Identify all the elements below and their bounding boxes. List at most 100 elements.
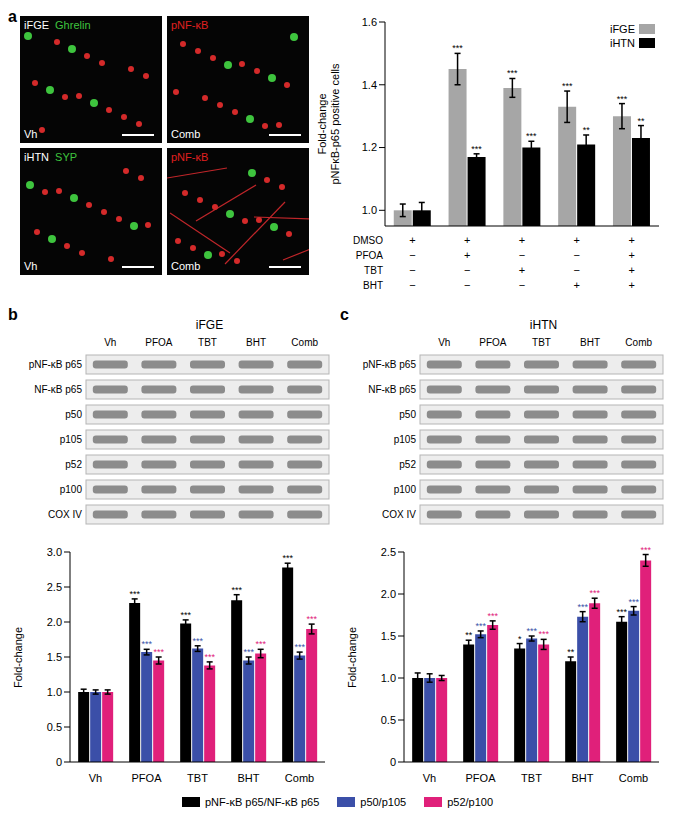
svg-text:***: *** — [640, 545, 651, 555]
svg-text:−: − — [519, 249, 525, 261]
svg-text:***: *** — [153, 647, 164, 657]
svg-text:***: *** — [526, 626, 537, 636]
svg-text:***: *** — [562, 81, 573, 91]
svg-text:iHTN: iHTN — [530, 318, 557, 332]
svg-text:***: *** — [294, 642, 305, 652]
svg-text:***: *** — [129, 589, 140, 599]
svg-text:Vh: Vh — [104, 337, 116, 348]
svg-text:0: 0 — [390, 756, 396, 768]
svg-text:NF-κB p65: NF-κB p65 — [34, 384, 82, 395]
svg-text:NF-κB p65: NF-κB p65 — [368, 384, 416, 395]
svg-text:p50: p50 — [399, 409, 416, 420]
svg-text:−: − — [574, 249, 580, 261]
svg-text:1.6: 1.6 — [362, 16, 377, 28]
svg-text:+: + — [628, 249, 634, 261]
svg-text:Comb: Comb — [291, 337, 318, 348]
svg-text:Vh: Vh — [423, 772, 436, 784]
svg-text:1.5: 1.5 — [47, 651, 62, 663]
svg-text:−: − — [409, 279, 415, 291]
svg-text:+: + — [464, 234, 470, 246]
svg-text:***: *** — [507, 68, 518, 78]
svg-text:TBT: TBT — [364, 265, 383, 276]
svg-text:Comb: Comb — [625, 337, 652, 348]
svg-text:−: − — [574, 264, 580, 276]
svg-text:+: + — [628, 264, 634, 276]
svg-text:*: * — [518, 634, 522, 644]
svg-text:1.2: 1.2 — [362, 141, 377, 153]
svg-text:TBT: TBT — [198, 337, 217, 348]
svg-text:Vh: Vh — [89, 772, 102, 784]
svg-text:***: *** — [526, 131, 537, 141]
svg-text:***: *** — [577, 602, 588, 612]
svg-text:***: *** — [475, 621, 486, 631]
svg-text:***: *** — [628, 597, 639, 607]
svg-text:−: − — [464, 264, 470, 276]
svg-text:***: *** — [616, 607, 627, 617]
svg-text:***: *** — [141, 639, 152, 649]
svg-text:***: *** — [282, 553, 293, 563]
svg-text:1.4: 1.4 — [362, 79, 377, 91]
svg-text:Comb: Comb — [285, 772, 314, 784]
svg-text:1.0: 1.0 — [362, 204, 377, 216]
svg-text:***: *** — [471, 144, 482, 154]
svg-text:***: *** — [192, 636, 203, 646]
svg-text:***: *** — [204, 652, 215, 662]
svg-text:0.5: 0.5 — [47, 721, 62, 733]
svg-text:p100: p100 — [394, 484, 417, 495]
svg-text:BHT: BHT — [572, 772, 594, 784]
svg-text:***: *** — [255, 639, 266, 649]
svg-text:TBT: TBT — [187, 772, 208, 784]
svg-text:**: ** — [583, 125, 591, 135]
svg-text:3.0: 3.0 — [47, 546, 62, 558]
svg-text:1.5: 1.5 — [381, 630, 396, 642]
svg-text:+: + — [464, 249, 470, 261]
svg-text:+: + — [574, 234, 580, 246]
svg-text:1.0: 1.0 — [381, 672, 396, 684]
svg-text:BHT: BHT — [363, 280, 383, 291]
svg-text:COX IV: COX IV — [48, 509, 82, 520]
svg-text:BHT: BHT — [580, 337, 600, 348]
svg-text:2.5: 2.5 — [381, 546, 396, 558]
svg-text:***: *** — [243, 647, 254, 657]
svg-text:COX IV: COX IV — [382, 509, 416, 520]
svg-text:**: ** — [637, 116, 645, 126]
svg-text:1.0: 1.0 — [47, 686, 62, 698]
svg-text:p100: p100 — [60, 484, 83, 495]
svg-text:PFOA: PFOA — [132, 772, 163, 784]
svg-text:p52: p52 — [65, 459, 82, 470]
svg-text:+: + — [628, 234, 634, 246]
svg-text:2.5: 2.5 — [47, 581, 62, 593]
svg-text:BHT: BHT — [246, 337, 266, 348]
svg-text:p105: p105 — [394, 434, 417, 445]
svg-text:2.0: 2.0 — [47, 616, 62, 628]
svg-text:+: + — [519, 234, 525, 246]
svg-text:+: + — [409, 234, 415, 246]
svg-text:**: ** — [465, 630, 473, 640]
svg-text:Comb: Comb — [619, 772, 648, 784]
svg-text:2.0: 2.0 — [381, 588, 396, 600]
svg-text:***: *** — [487, 611, 498, 621]
svg-text:BHT: BHT — [238, 772, 260, 784]
svg-text:***: *** — [180, 610, 191, 620]
svg-text:TBT: TBT — [521, 772, 542, 784]
svg-text:***: *** — [538, 629, 549, 639]
svg-text:−: − — [409, 249, 415, 261]
svg-text:iFGE: iFGE — [196, 318, 223, 332]
svg-text:***: *** — [589, 588, 600, 598]
svg-text:***: *** — [452, 43, 463, 53]
svg-text:+: + — [574, 279, 580, 291]
svg-text:p52: p52 — [399, 459, 416, 470]
svg-text:***: *** — [617, 94, 628, 104]
svg-text:PFOA: PFOA — [356, 250, 384, 261]
svg-text:***: *** — [231, 585, 242, 595]
svg-text:pNF-κB p65: pNF-κB p65 — [363, 359, 417, 370]
svg-text:p50: p50 — [65, 409, 82, 420]
svg-text:PFOA: PFOA — [479, 337, 507, 348]
svg-text:Vh: Vh — [438, 337, 450, 348]
svg-text:TBT: TBT — [532, 337, 551, 348]
svg-text:**: ** — [567, 647, 575, 657]
svg-text:***: *** — [306, 614, 317, 624]
svg-text:+: + — [519, 264, 525, 276]
svg-text:−: − — [464, 279, 470, 291]
svg-text:PFOA: PFOA — [466, 772, 497, 784]
